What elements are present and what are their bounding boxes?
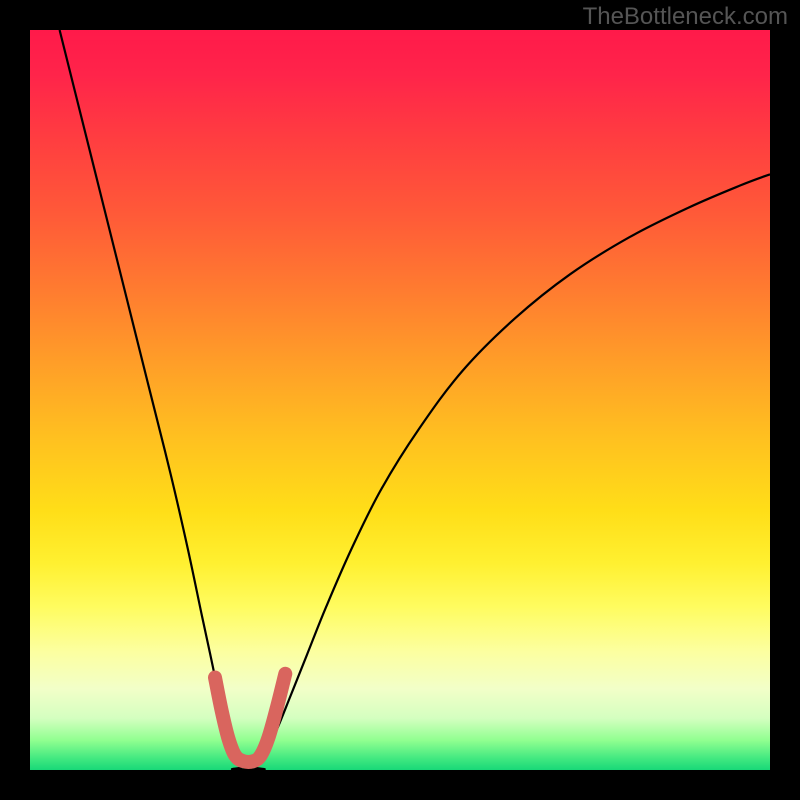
chart-root: TheBottleneck.com	[0, 0, 800, 800]
watermark-text: TheBottleneck.com	[583, 3, 788, 30]
plot-background-gradient	[30, 30, 770, 770]
chart-svg: TheBottleneck.com	[0, 0, 800, 800]
